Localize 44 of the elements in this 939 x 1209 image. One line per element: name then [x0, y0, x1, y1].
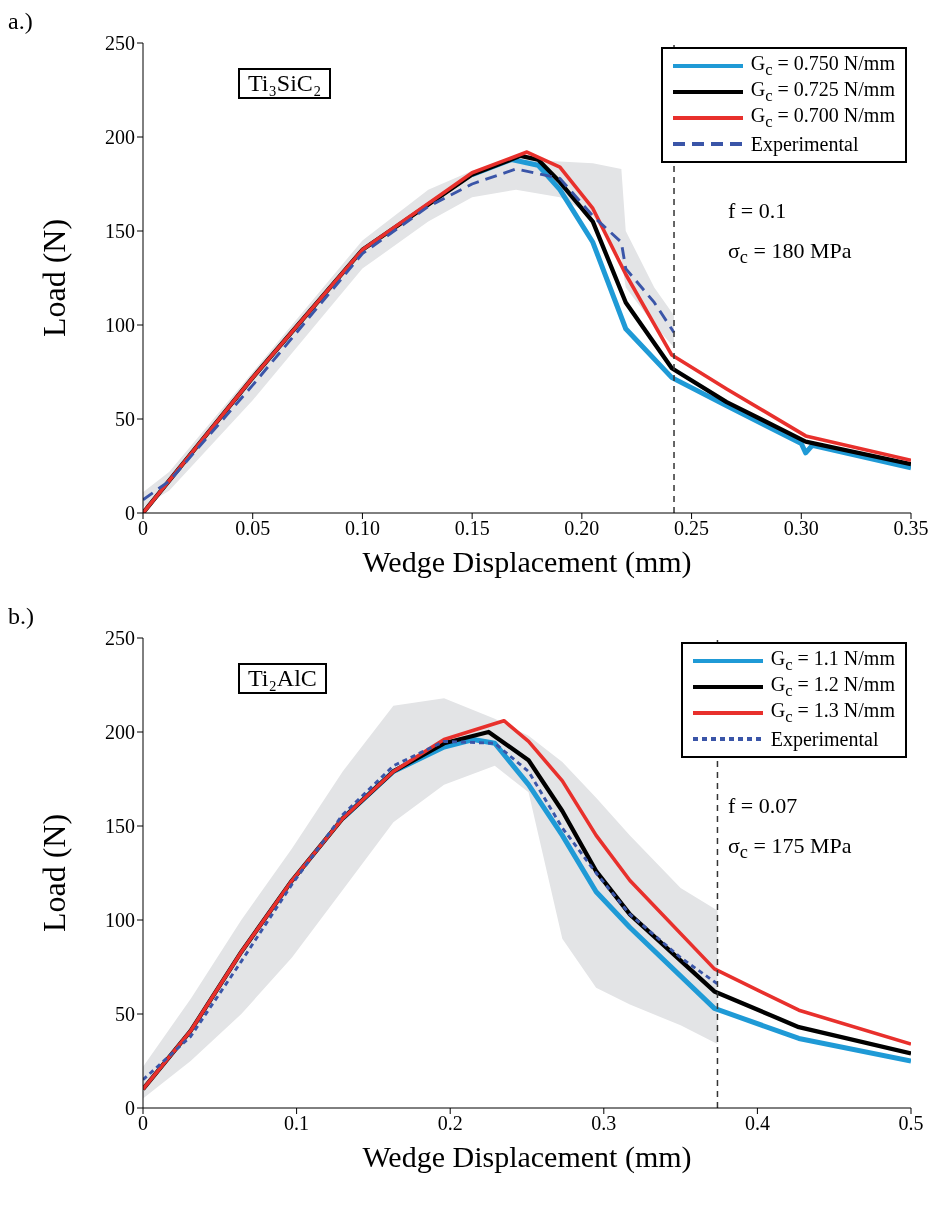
x-tick-label: 0.1 — [284, 1112, 310, 1135]
x-tick-label: 0.2 — [437, 1112, 463, 1135]
x-tick-label: 0.35 — [893, 517, 929, 540]
legend-label: G$_{c}$ = 0.700 N/mm — [750, 104, 895, 132]
y-tick-label: 50 — [115, 1003, 135, 1026]
y-tick-label: 0 — [125, 1097, 135, 1120]
x-tick-label: 0.20 — [564, 517, 600, 540]
annotation: Ti₂AlC — [238, 663, 327, 694]
y-tick-label: 150 — [105, 815, 135, 838]
legend-label: G$_{c}$ = 0.750 N/mm — [750, 52, 895, 79]
legend-label: Experimental — [750, 132, 859, 156]
legend-label: G$_{c}$ = 1.3 N/mm — [770, 699, 895, 727]
legend-label: Experimental — [770, 727, 879, 751]
x-axis-title: Wedge Displacement (mm) — [361, 545, 693, 579]
legend-label: G$_{c}$ = 1.2 N/mm — [770, 673, 895, 700]
y-tick-label: 200 — [105, 721, 135, 744]
y-tick-label: 100 — [105, 314, 135, 337]
y-tick-label: 0 — [125, 502, 135, 525]
y-tick-label: 100 — [105, 909, 135, 932]
x-tick-label: 0.3 — [591, 1112, 617, 1135]
y-tick-label: 250 — [105, 32, 135, 55]
annotation: σ$_{c}$ = 180 MPa — [728, 238, 852, 269]
x-tick-label: 0.4 — [744, 1112, 770, 1135]
text: b.) — [8, 603, 34, 630]
y-axis-title: Load (N) — [36, 218, 73, 338]
x-tick-label: 0.05 — [235, 517, 271, 540]
annotation: Ti₃SiC₂ — [238, 68, 332, 99]
x-tick-label: 0.15 — [454, 517, 490, 540]
x-tick-label: 0.25 — [674, 517, 710, 540]
y-tick-label: 150 — [105, 220, 135, 243]
annotation: f = 0.1 — [728, 198, 787, 224]
y-tick-label: 50 — [115, 408, 135, 431]
legend-label: G$_{c}$ = 0.725 N/mm — [750, 78, 895, 105]
y-tick-label: 200 — [105, 126, 135, 149]
annotation: f = 0.07 — [728, 793, 798, 819]
text: a.) — [8, 8, 33, 35]
x-tick-label: 0.10 — [344, 517, 380, 540]
x-tick-label: 0.30 — [783, 517, 819, 540]
legend-label: G$_{c}$ = 1.1 N/mm — [770, 647, 895, 674]
y-axis-title: Load (N) — [36, 813, 73, 933]
y-tick-label: 250 — [105, 627, 135, 650]
x-tick-label: 0.5 — [898, 1112, 924, 1135]
annotation: σ$_{c}$ = 175 MPa — [728, 833, 852, 864]
x-axis-title: Wedge Displacement (mm) — [361, 1140, 693, 1174]
